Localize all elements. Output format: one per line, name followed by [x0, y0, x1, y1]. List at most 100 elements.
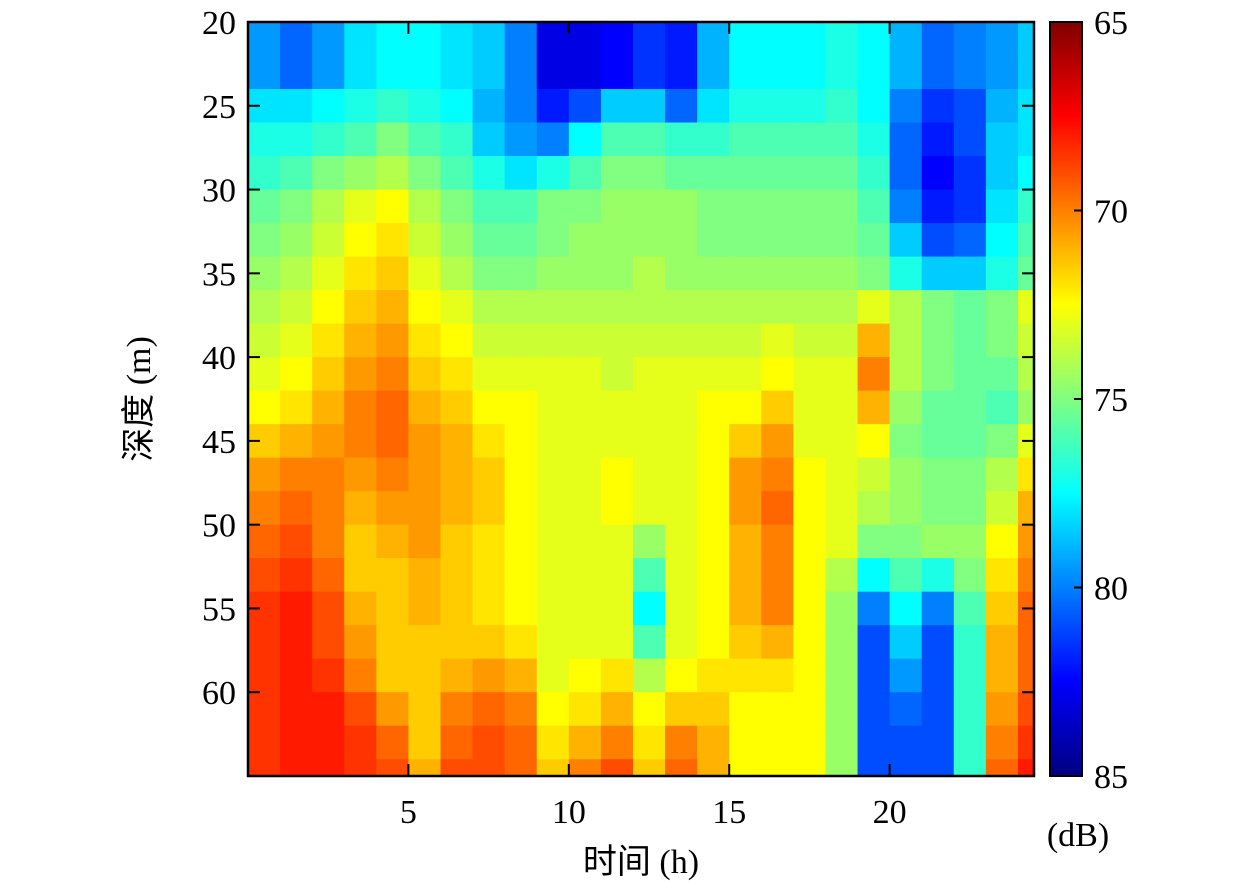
- heatmap-cell: [825, 457, 859, 492]
- heatmap-cell: [1017, 759, 1034, 776]
- heatmap-cell: [472, 55, 506, 90]
- heatmap-cell: [280, 89, 313, 124]
- heatmap-cell: [632, 692, 666, 727]
- heatmap-cell: [600, 256, 634, 291]
- heatmap-cell: [312, 524, 345, 559]
- heatmap-cell: [921, 759, 955, 776]
- heatmap-cell: [440, 55, 474, 90]
- heatmap-cell: [472, 558, 506, 593]
- heatmap-cell: [857, 692, 891, 727]
- heatmap-cell: [985, 55, 1019, 90]
- heatmap-cell: [376, 491, 410, 526]
- heatmap-cell: [1017, 189, 1034, 224]
- y-tick-label: 45: [202, 424, 236, 461]
- y-tick-label: 30: [202, 173, 236, 210]
- heatmap-cell: [600, 156, 634, 191]
- heatmap-cell: [729, 189, 762, 224]
- heatmap-cell: [761, 390, 794, 425]
- heatmap-cell: [825, 625, 859, 660]
- heatmap-cell: [600, 122, 634, 157]
- heatmap-cell: [600, 558, 634, 593]
- heatmap-cell: [280, 558, 313, 593]
- heatmap-cell: [504, 692, 538, 727]
- heatmap-cell: [280, 122, 313, 157]
- heatmap-cell: [697, 759, 730, 776]
- heatmap-cell: [953, 390, 987, 425]
- heatmap-cell: [953, 625, 987, 660]
- heatmap-cell: [504, 524, 538, 559]
- heatmap-cell: [600, 390, 634, 425]
- heatmap-cell: [376, 55, 410, 90]
- heatmap-cell: [825, 122, 859, 157]
- heatmap-cell: [408, 457, 442, 492]
- heatmap-cell: [312, 424, 345, 459]
- heatmap-cell: [1017, 22, 1034, 57]
- heatmap-cell: [248, 390, 281, 425]
- heatmap-cell: [280, 256, 313, 291]
- heatmap-cell: [697, 156, 730, 191]
- heatmap-cell: [665, 390, 698, 425]
- heatmap-cell: [665, 256, 698, 291]
- heatmap-cell: [504, 390, 538, 425]
- heatmap-cell: [280, 524, 313, 559]
- heatmap-cell: [985, 89, 1019, 124]
- heatmap-cell: [504, 725, 538, 760]
- heatmap-cell: [472, 524, 506, 559]
- heatmap-cell: [376, 524, 410, 559]
- heatmap-cell: [536, 156, 570, 191]
- heatmap-cell: [825, 357, 859, 392]
- y-tick-label: 60: [202, 675, 236, 712]
- heatmap-cell: [536, 558, 570, 593]
- heatmap-cell: [953, 256, 987, 291]
- heatmap-cell: [665, 725, 698, 760]
- heatmap-cell: [312, 122, 345, 157]
- heatmap-cell: [632, 491, 666, 526]
- heatmap-cell: [504, 424, 538, 459]
- heatmap-cell: [985, 390, 1019, 425]
- heatmap-cell: [889, 457, 923, 492]
- heatmap-cell: [1017, 55, 1034, 90]
- heatmap-cell: [536, 625, 570, 660]
- heatmap-cell: [440, 524, 474, 559]
- heatmap-cell: [697, 223, 730, 258]
- heatmap-cell: [857, 457, 891, 492]
- heatmap-cell: [697, 457, 730, 492]
- heatmap-cell: [600, 357, 634, 392]
- heatmap-cell: [312, 759, 345, 776]
- heatmap-cell: [408, 357, 442, 392]
- heatmap-cell: [472, 357, 506, 392]
- heatmap-cell: [857, 223, 891, 258]
- heatmap-cell: [472, 390, 506, 425]
- heatmap-cell: [921, 658, 955, 693]
- colorbar-ticks: 65 70 75 80 85: [1074, 5, 1128, 796]
- heatmap-cell: [953, 457, 987, 492]
- heatmap-cell: [793, 658, 827, 693]
- heatmap-cell: [793, 55, 827, 90]
- heatmap-cell: [408, 658, 442, 693]
- heatmap-cell: [729, 524, 762, 559]
- heatmap-cell: [536, 122, 570, 157]
- heatmap-cell: [761, 692, 794, 727]
- heatmap-cell: [536, 424, 570, 459]
- heatmap-cell: [985, 290, 1019, 325]
- heatmap-cell: [600, 625, 634, 660]
- heatmap-cell: [408, 390, 442, 425]
- heatmap-cell: [568, 290, 602, 325]
- heatmap-cell: [953, 524, 987, 559]
- heatmap-cell: [953, 22, 987, 57]
- heatmap-cell: [761, 357, 794, 392]
- heatmap-cell: [408, 156, 442, 191]
- heatmap-cell: [825, 290, 859, 325]
- colorbar-label: (dB): [1047, 817, 1109, 854]
- heatmap-cell: [985, 658, 1019, 693]
- heatmap-cell: [665, 323, 698, 358]
- heatmap-cell: [985, 759, 1019, 776]
- heatmap-cell: [568, 357, 602, 392]
- heatmap-cell: [408, 189, 442, 224]
- heatmap-cell: [568, 725, 602, 760]
- heatmap-cell: [504, 89, 538, 124]
- heatmap-cell: [344, 457, 377, 492]
- heatmap-cell: [472, 692, 506, 727]
- heatmap-cell: [472, 22, 506, 57]
- heatmap-cell: [440, 658, 474, 693]
